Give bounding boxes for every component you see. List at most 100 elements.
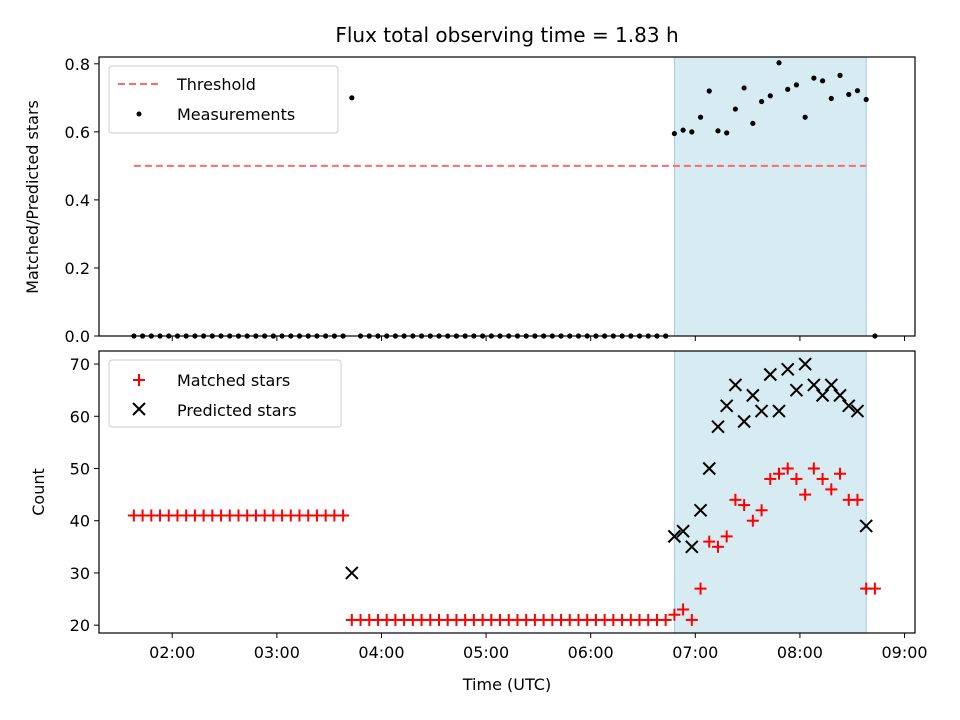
bottom-ytick-label: 30 (70, 564, 90, 583)
measurement-point (793, 82, 800, 88)
measurement-point (819, 78, 826, 84)
bottom-ytick-label: 60 (70, 407, 90, 426)
measurement-point (785, 86, 791, 92)
top-ytick-label: 0.2 (65, 259, 90, 278)
matched-star-point (825, 483, 838, 496)
predicted-star-point (676, 524, 690, 538)
top-legend: Threshold Measurements (108, 65, 339, 134)
predicted-star-point (824, 378, 839, 392)
matched-star-point (337, 509, 350, 522)
legend-matched-label: Matched stars (177, 371, 290, 390)
predicted-star-point (754, 404, 769, 418)
measurement-point (802, 114, 808, 120)
matched-star-point (685, 613, 698, 626)
bottom-shaded-span (673, 350, 867, 634)
bottom-legend: Matched stars Predicted stars (108, 359, 342, 428)
predicted-star-point (763, 367, 777, 382)
x-tick-label: 08:00 (777, 643, 823, 662)
top-y-axis-label: Matched/Predicted stars (23, 100, 42, 294)
matched-star-point (694, 582, 707, 595)
matched-star-point (711, 540, 724, 553)
bottom-axes-frame (98, 350, 916, 634)
predicted-star-point (711, 420, 725, 434)
predicted-star-point (702, 461, 716, 476)
x-tick-label: 07:00 (672, 643, 718, 662)
bottom-ytick-label: 40 (70, 512, 90, 531)
x-tick-label: 04:00 (358, 643, 404, 662)
matched-star-point (720, 530, 733, 543)
x-tick-label: 03:00 (254, 643, 300, 662)
measurement-point (837, 72, 843, 78)
matched-star-point (659, 613, 672, 626)
matched-star-point (773, 467, 785, 480)
matched-star-point (781, 462, 794, 475)
measurement-point (750, 120, 756, 126)
top-shaded-span (673, 56, 867, 337)
legend-threshold-label: Threshold (176, 75, 256, 94)
measurement-point (758, 98, 765, 105)
matched-star-point (668, 608, 681, 621)
measurement-point (724, 130, 730, 136)
matched-star-point (738, 499, 751, 512)
measurement-point (697, 114, 704, 120)
legend-measurements-swatch (136, 111, 142, 117)
measurement-point (776, 60, 782, 66)
top-ytick-label: 0.6 (65, 123, 90, 142)
matched-star-point (799, 488, 812, 501)
measurement-point (863, 96, 869, 103)
x-tick-label: 09:00 (881, 643, 927, 662)
predicted-star-point (345, 566, 359, 580)
top-panel: 0.00.20.40.60.8 Matched/Predicted stars … (23, 55, 916, 346)
chart-title: Flux total observing time = 1.83 h (335, 23, 678, 47)
matched-star-point (703, 535, 716, 548)
measurement-point (741, 85, 747, 91)
predicted-star-point (850, 404, 865, 418)
measurement-point (715, 128, 721, 134)
predicted-star-point (859, 519, 873, 533)
matched-star-point (790, 472, 803, 485)
predicted-star-point (842, 399, 856, 413)
predicted-star-point (798, 357, 812, 371)
x-axis-label: Time (UTC) (462, 675, 551, 694)
predicted-star-point (667, 529, 682, 544)
predicted-star-point (815, 388, 830, 403)
legend-predicted-label: Predicted stars (177, 401, 297, 420)
bottom-y-axis-label: Count (29, 468, 48, 516)
predicted-star-point (781, 362, 795, 376)
bottom-panel: 20 30 40 50 60 70 02:00 03:00 04:00 05:00 06:00 07… (29, 350, 928, 694)
predicted-star-point (833, 388, 847, 403)
matched-star-point (755, 504, 768, 517)
predicted-star-point (772, 404, 786, 418)
measurement-point (689, 129, 695, 135)
x-tick-label: 06:00 (568, 643, 614, 662)
bottom-ytick-label: 20 (70, 616, 90, 635)
predicted-star-point (719, 399, 734, 413)
legend-predicted-swatch (132, 402, 146, 416)
matched-star-point (677, 603, 690, 616)
predicted-star-point (685, 540, 699, 554)
matched-star-point (746, 514, 759, 527)
matched-star-point (764, 472, 777, 485)
x-tick-label: 02:00 (149, 643, 195, 662)
x-tick-label: 05:00 (463, 643, 509, 662)
legend-measurements-label: Measurements (177, 105, 295, 124)
matched-star-point (834, 467, 847, 480)
predicted-star-point (693, 503, 708, 517)
measurement-point (767, 93, 773, 99)
top-ytick-label: 0.4 (65, 191, 90, 210)
measurement-point (671, 130, 677, 137)
measurement-point (349, 95, 355, 101)
measurement-point (854, 88, 861, 94)
top-ytick-label: 0.0 (65, 327, 90, 346)
measurement-point (811, 75, 817, 81)
bottom-ytick-label: 50 (70, 460, 90, 479)
measurement-point (706, 88, 712, 94)
predicted-star-point (746, 388, 760, 403)
measurement-point (846, 91, 852, 98)
matched-star-point (868, 582, 881, 595)
bottom-ytick-label: 70 (70, 355, 90, 374)
top-axes-frame (98, 56, 916, 337)
measurement-point (828, 95, 834, 102)
predicted-star-point (728, 378, 743, 392)
